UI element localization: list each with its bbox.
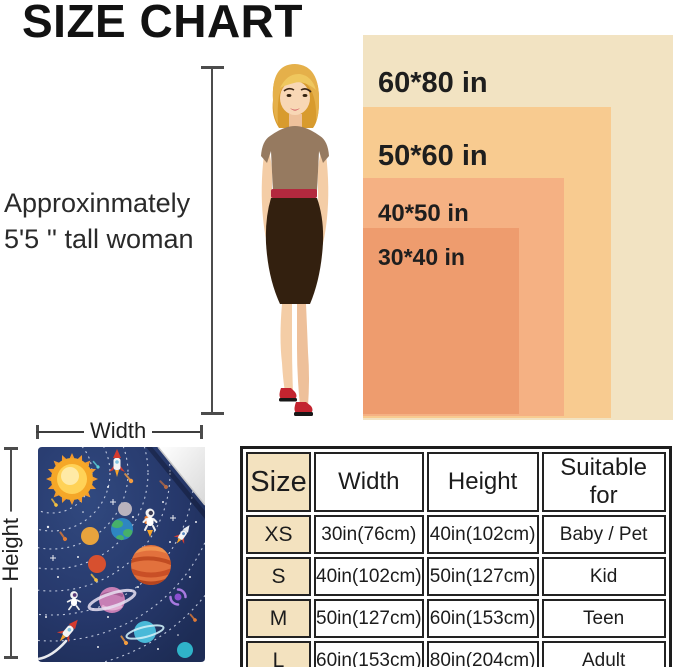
astronaut-icon — [142, 508, 158, 537]
planet-neptune — [177, 642, 193, 658]
size-box-label: 50*60 in — [378, 140, 488, 172]
woman-belt — [271, 189, 317, 198]
cell-suitable: Teen — [541, 599, 666, 638]
cell-size: XS — [246, 515, 311, 554]
woman-top — [261, 126, 329, 191]
sun-icon — [46, 453, 98, 505]
woman-shoes — [279, 388, 313, 416]
cell-size: M — [246, 599, 311, 638]
cell-suitable: Kid — [541, 557, 666, 596]
approx-height-note: Approxinmately 5'5 '' tall woman — [4, 186, 194, 257]
cell-height: 40in(102cm) — [426, 515, 539, 554]
galaxy-icon — [169, 588, 187, 606]
header-height: Height — [426, 452, 539, 512]
size-box-label: 40*50 in — [378, 200, 469, 227]
woman-illustration — [261, 64, 329, 416]
woman-legs — [280, 304, 309, 406]
table-row: L 60in(153cm) 80in(204cm) Adult — [246, 641, 666, 667]
planet-mercury — [118, 502, 132, 516]
cell-height: 50in(127cm) — [426, 557, 539, 596]
size-table: Size Width Height Suitable for XS 30in(7… — [240, 446, 672, 667]
header-width: Width — [314, 452, 424, 512]
height-label: Height — [0, 512, 24, 588]
table-row: M 50in(127cm) 60in(153cm) Teen — [246, 599, 666, 638]
cell-suitable: Baby / Pet — [541, 515, 666, 554]
woman-skirt — [265, 198, 324, 304]
cell-width: 40in(102cm) — [314, 557, 424, 596]
cell-width: 60in(153cm) — [314, 641, 424, 667]
header-size: Size — [246, 452, 311, 512]
planet-saturn — [87, 587, 137, 613]
cell-suitable: Adult — [541, 641, 666, 667]
rocket-icon — [56, 619, 78, 643]
size-box-label: 60*80 in — [378, 67, 488, 99]
cell-height: 80in(204cm) — [426, 641, 539, 667]
planet-mars — [88, 555, 106, 573]
planet-venus — [81, 527, 99, 545]
cell-size: S — [246, 557, 311, 596]
planet-earth — [111, 518, 133, 540]
table-row: S 40in(102cm) 50in(127cm) Kid — [246, 557, 666, 596]
blanket-graphic — [38, 447, 205, 662]
blanket-fold-corner — [157, 447, 205, 506]
header-suitable-for: Suitable for — [541, 452, 666, 512]
cell-width: 50in(127cm) — [314, 599, 424, 638]
size-box-30x40: 30*40 in — [363, 228, 519, 414]
approx-note-line1: Approxinmately — [4, 188, 191, 218]
rocket-icon — [109, 449, 125, 477]
rocket-icon — [173, 525, 190, 544]
planet-uranus — [125, 621, 165, 643]
cell-height: 60in(153cm) — [426, 599, 539, 638]
approx-note-line2: 5'5 '' tall woman — [4, 223, 194, 254]
size-box-label: 30*40 in — [378, 244, 465, 270]
planet-jupiter — [131, 545, 171, 585]
woman-hair-highlight — [280, 73, 316, 90]
cell-width: 30in(76cm) — [314, 515, 424, 554]
woman-face — [280, 81, 312, 130]
stars — [45, 464, 197, 650]
cell-size: L — [246, 641, 311, 667]
width-label: Width — [84, 418, 153, 444]
table-header-row: Size Width Height Suitable for — [246, 452, 666, 512]
comets — [51, 460, 197, 645]
page-title: SIZE CHART — [22, 0, 303, 47]
astronaut-icon — [66, 591, 82, 611]
table-row: XS 30in(76cm) 40in(102cm) Baby / Pet — [246, 515, 666, 554]
